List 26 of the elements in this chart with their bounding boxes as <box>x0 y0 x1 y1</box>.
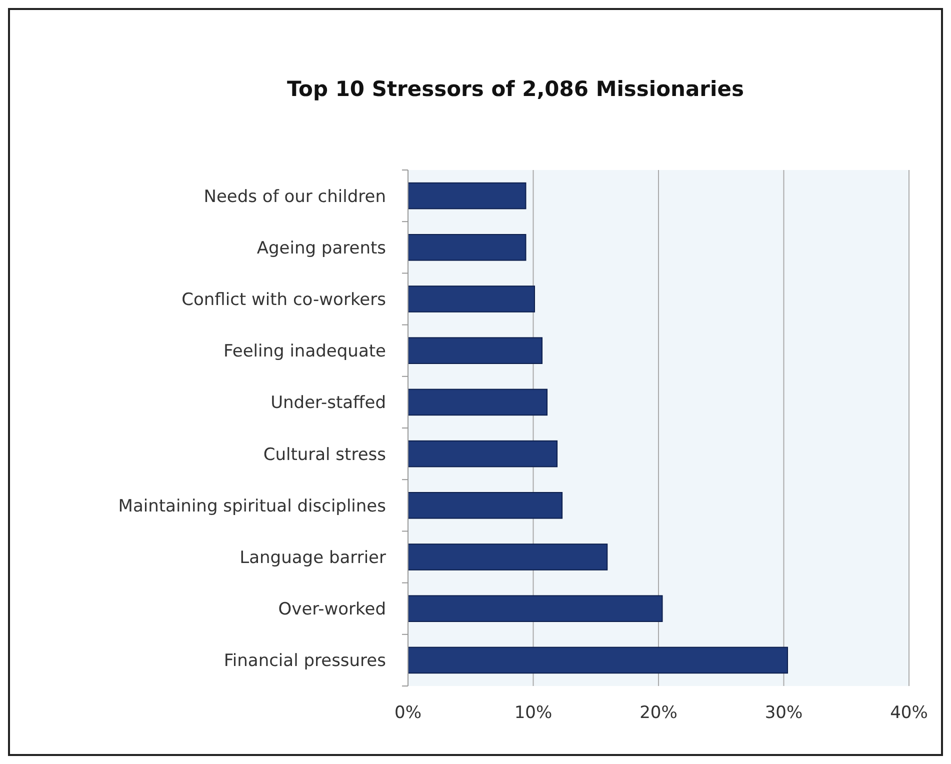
y-tick-label: Over-worked <box>278 600 386 620</box>
y-tick-label: Feeling inadequate <box>224 342 386 362</box>
y-tick-label: Conflict with co-workers <box>182 290 386 310</box>
y-tick-label: Needs of our children <box>204 186 386 207</box>
bar <box>408 440 558 468</box>
bar <box>408 595 663 622</box>
x-tick-label: 30% <box>764 703 803 723</box>
y-tick-label: Cultural stress <box>263 444 386 465</box>
y-tick-label: Maintaining spiritual disciplines <box>118 496 386 516</box>
x-tick-label: 0% <box>394 703 422 723</box>
bar <box>408 388 548 416</box>
bar <box>408 544 608 570</box>
y-tick-label: Financial pressures <box>224 651 386 672</box>
bar <box>408 646 788 674</box>
bar <box>408 286 536 312</box>
bar <box>408 337 543 364</box>
x-tick-label: 10% <box>514 703 552 723</box>
bar <box>408 182 526 210</box>
bar <box>408 492 563 519</box>
y-tick-label: Language barrier <box>240 548 386 568</box>
x-tick-label: 40% <box>890 703 928 723</box>
x-tick-label: 20% <box>640 703 678 723</box>
y-tick-label: Under-staffed <box>270 393 386 414</box>
chart-title: Top 10 Stressors of 2,086 Missionaries <box>287 77 744 101</box>
bar <box>408 234 526 261</box>
y-tick-label: Ageing parents <box>256 238 386 258</box>
